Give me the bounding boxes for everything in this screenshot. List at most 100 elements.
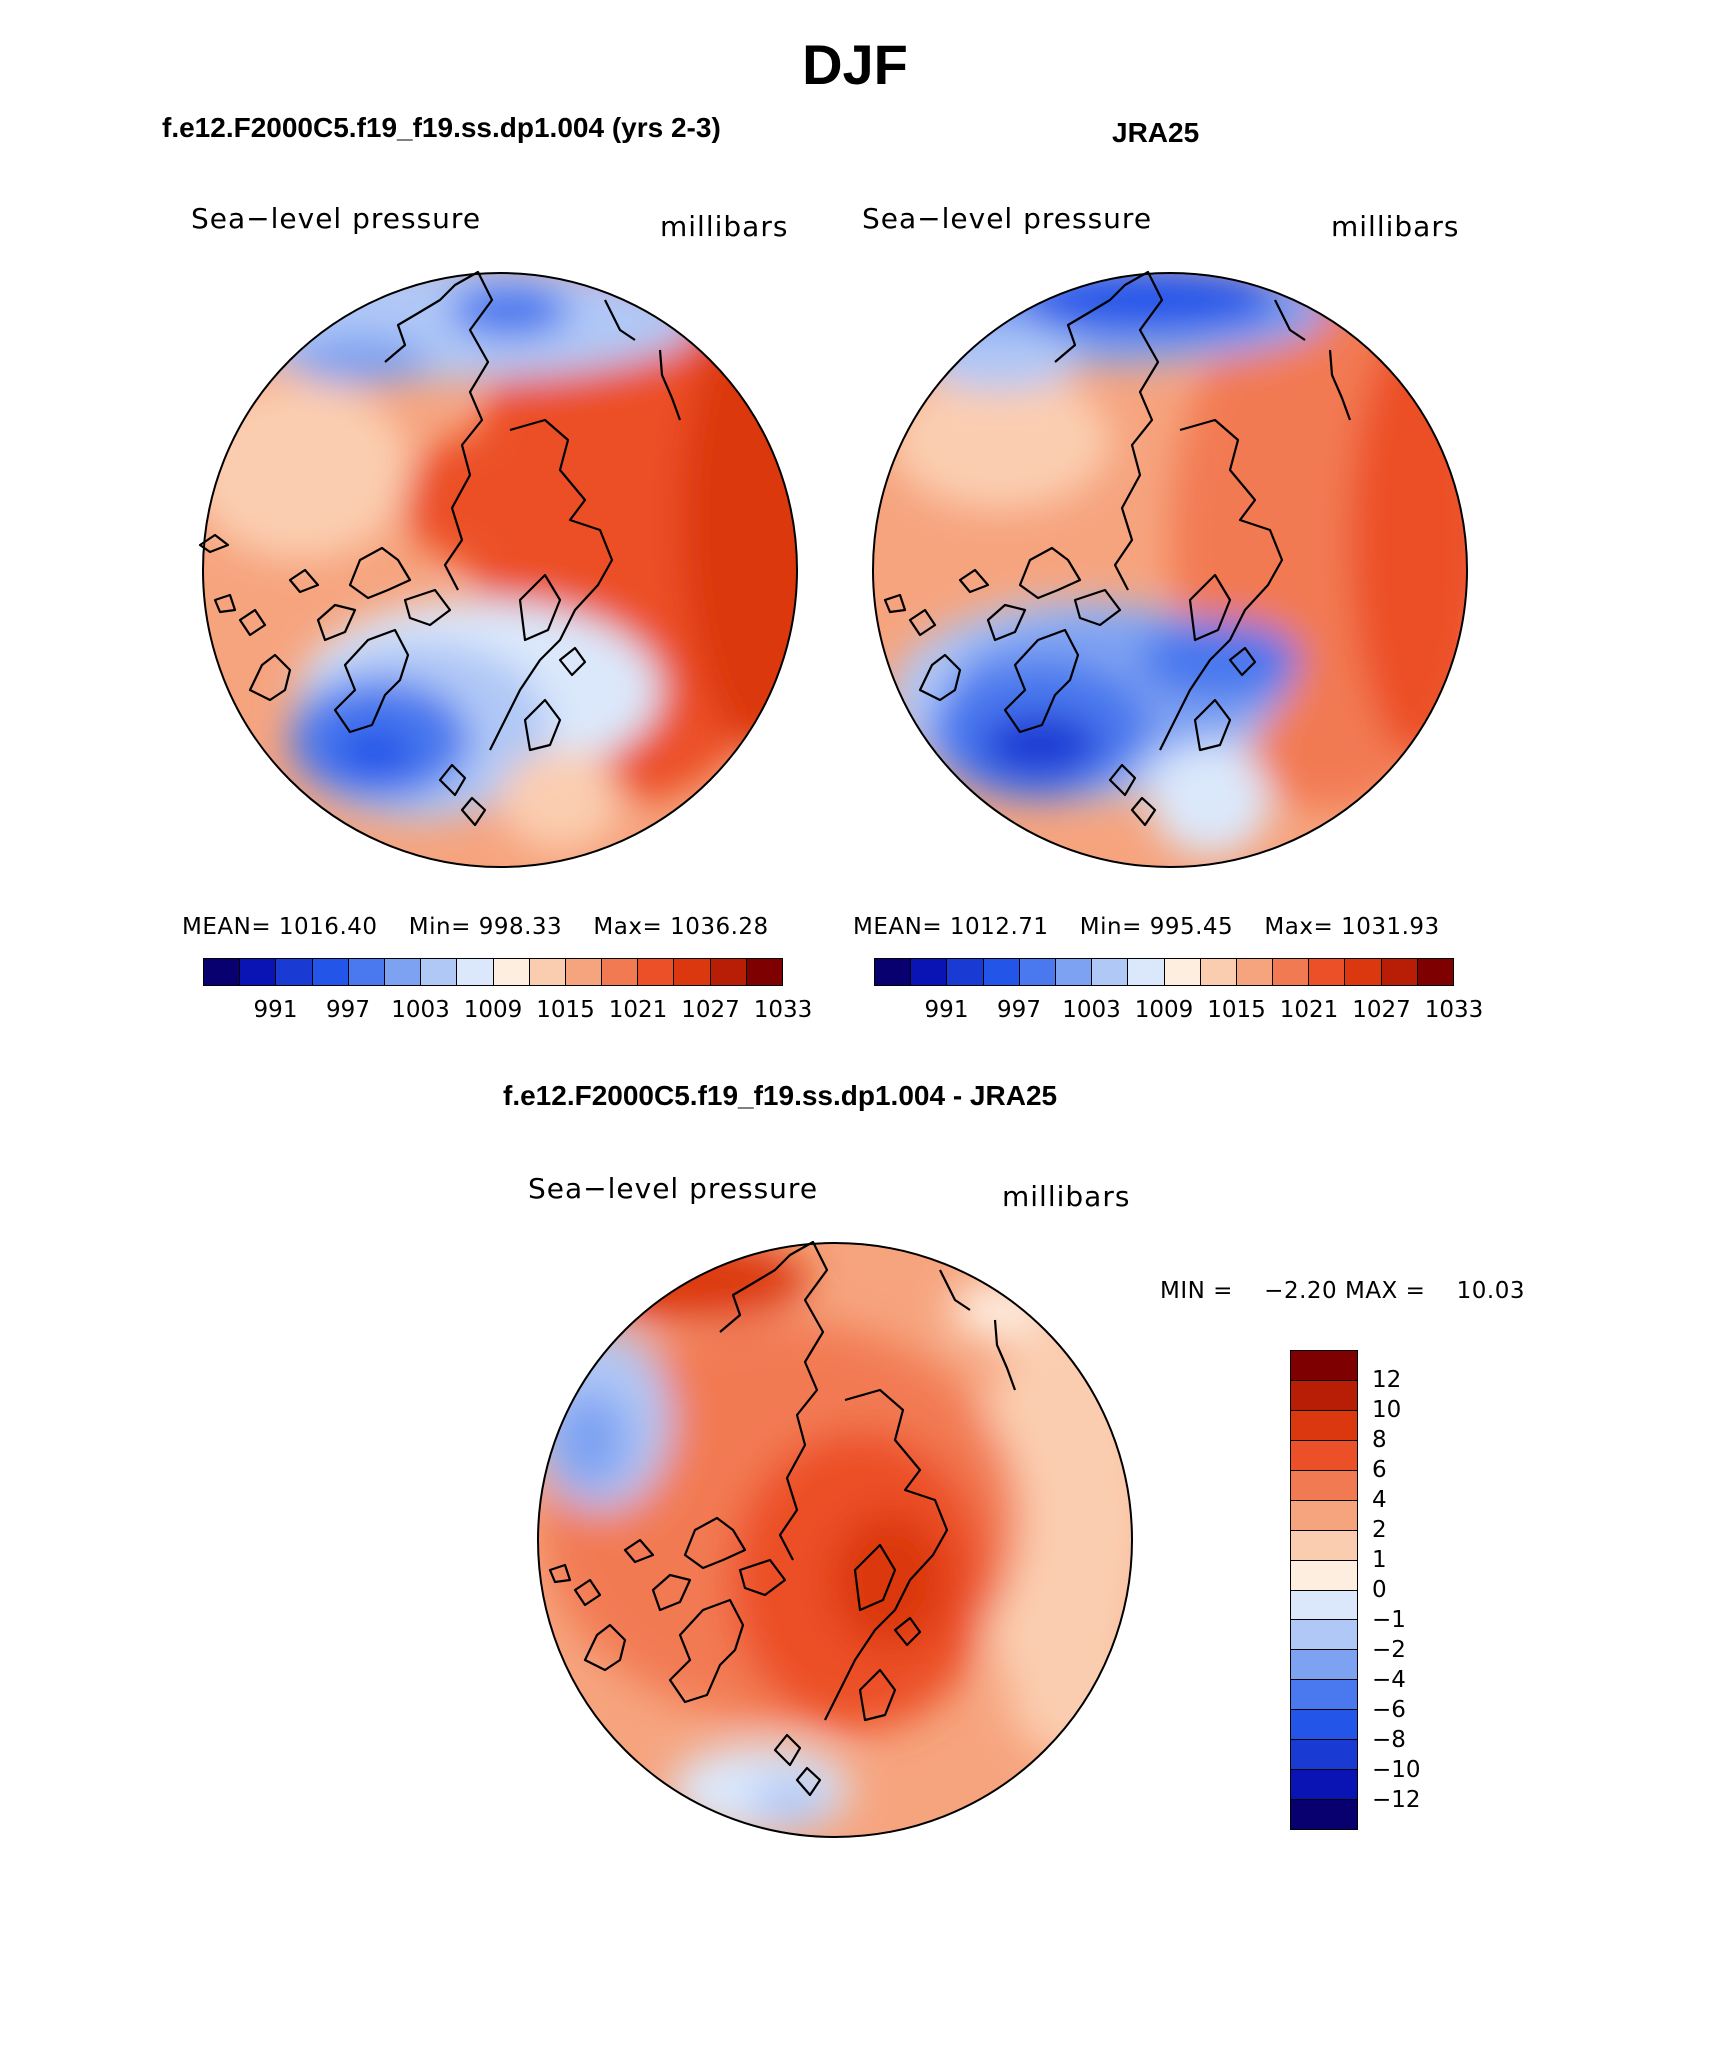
diff-max-value: 10.03 — [1456, 1278, 1525, 1304]
colorbar-swatch — [674, 959, 711, 985]
colorbar-swatch — [875, 959, 912, 985]
diff-colorbar-tick-label: −2 — [1372, 1637, 1406, 1663]
colorbar-swatch — [947, 959, 984, 985]
diff-colorbar-swatch — [1291, 1590, 1357, 1621]
diff-colorbar-tick-label: −6 — [1372, 1697, 1406, 1723]
colorbar-swatch — [1309, 959, 1346, 985]
diff-colorbar-tick-label: −1 — [1372, 1607, 1406, 1633]
panel1-units-label: millibars — [660, 210, 789, 243]
panel2-min-label: Min= — [1079, 914, 1142, 940]
colorbar-swatch — [1019, 959, 1056, 985]
colorbar-swatch — [529, 959, 566, 985]
colorbar-tick-label: 1021 — [1279, 997, 1339, 1023]
diff-max-label: MAX = — [1344, 1278, 1426, 1304]
panel2-colorbar-ticks: 991 997 1003 1009 1015 1021 1027 1033 — [874, 997, 1484, 1027]
panel2-max-label: Max= — [1264, 914, 1334, 940]
colorbar-swatch — [602, 959, 639, 985]
colorbar-swatch — [457, 959, 494, 985]
colorbar-tick-label: 991 — [924, 997, 969, 1023]
colorbar-tick-label: 1015 — [1207, 997, 1266, 1023]
colorbar-tick-label: 1003 — [1062, 997, 1121, 1023]
colorbar-tick-label: 1009 — [463, 997, 523, 1023]
diff-colorbar-tick-label: 10 — [1372, 1397, 1402, 1423]
colorbar-swatch — [1055, 959, 1093, 985]
diff-units-label: millibars — [1002, 1180, 1131, 1213]
diff-colorbar-swatch — [1291, 1770, 1357, 1801]
colorbar-swatch — [384, 959, 422, 985]
colorbar-tick-label: 1027 — [1352, 997, 1411, 1023]
colorbar-swatch — [493, 959, 530, 985]
colorbar-tick-label: 1033 — [753, 997, 813, 1023]
colorbar-tick-label: 997 — [997, 997, 1041, 1023]
panel1-mean-label: MEAN= — [182, 914, 272, 940]
panel2-mean-value: 1012.71 — [949, 914, 1049, 940]
colorbar-swatch — [983, 959, 1020, 985]
diff-colorbar-swatch — [1291, 1620, 1357, 1651]
diff-colorbar-tick-label: 12 — [1372, 1367, 1402, 1393]
diff-colorbar-swatch — [1291, 1560, 1357, 1591]
colorbar-swatch — [1236, 959, 1274, 985]
diff-colorbar-tick-label: 8 — [1372, 1427, 1387, 1453]
panel2-title: JRA25 — [1112, 117, 1200, 148]
colorbar-tick-label: 1003 — [391, 997, 450, 1023]
colorbar-tick-label: 1015 — [536, 997, 595, 1023]
diff-colorbar-tick-label: 2 — [1372, 1517, 1387, 1543]
colorbar-swatch — [312, 959, 349, 985]
colorbar-swatch — [240, 959, 277, 985]
diff-colorbar-swatch — [1291, 1650, 1357, 1681]
diff-colorbar-swatch — [1291, 1680, 1357, 1711]
diff-colorbar-swatch — [1291, 1740, 1357, 1771]
colorbar-swatch — [348, 959, 385, 985]
panel1-colorbar-ticks: 991 997 1003 1009 1015 1021 1027 1033 — [203, 997, 813, 1027]
diff-colorbar-tick-label: 4 — [1372, 1487, 1387, 1513]
diff-colorbar-swatch — [1291, 1470, 1357, 1501]
colorbar-swatch — [1417, 959, 1453, 985]
colorbar-swatch — [1381, 959, 1418, 985]
panel2-min-value: 995.45 — [1149, 914, 1234, 940]
colorbar-swatch — [1092, 959, 1129, 985]
panel1-mean-value: 1016.40 — [278, 914, 378, 940]
diff-colorbar-swatch — [1291, 1440, 1357, 1471]
colorbar-swatch — [421, 959, 458, 985]
colorbar-swatch — [276, 959, 313, 985]
diff-colorbar-swatch — [1291, 1410, 1357, 1441]
colorbar-swatch — [1345, 959, 1382, 985]
diff-colorbar — [1290, 1350, 1358, 1830]
diff-colorbar-swatch — [1291, 1351, 1357, 1381]
panel2-coastlines — [883, 270, 1352, 827]
colorbar-swatch — [204, 959, 241, 985]
main-title: DJF — [802, 33, 908, 96]
colorbar-tick-label: 1027 — [681, 997, 740, 1023]
diff-variable-label: Sea−level pressure — [528, 1172, 819, 1205]
diff-colorbar-tick-label: 0 — [1372, 1577, 1387, 1603]
panel2-max-value: 1031.93 — [1341, 914, 1440, 940]
diff-minmax: MIN = −2.20 MAX = 10.03 — [1160, 1278, 1525, 1304]
panel1-max-label: Max= — [593, 914, 663, 940]
colorbar-swatch — [710, 959, 747, 985]
diff-colorbar-swatch — [1291, 1500, 1357, 1531]
panel1-coastlines — [198, 270, 682, 827]
panel1-min-value: 998.33 — [478, 914, 563, 940]
colorbar-swatch — [1200, 959, 1237, 985]
colorbar-swatch — [746, 959, 782, 985]
panel2-variable-label: Sea−level pressure — [862, 202, 1153, 235]
panel2-colorbar — [874, 958, 1454, 986]
diff-colorbar-tick-label: 6 — [1372, 1457, 1387, 1483]
colorbar-swatch — [1128, 959, 1165, 985]
diff-coastlines — [548, 1240, 1017, 1797]
diff-min-label: MIN = — [1160, 1278, 1233, 1304]
diff-colorbar-tick-label: −12 — [1372, 1787, 1421, 1813]
diff-colorbar-ticks: 12 10 8 6 4 2 1 0 −1 −2 −4 −6 −8 −10 −12 — [1372, 1350, 1452, 1830]
colorbar-swatch — [638, 959, 675, 985]
panel2-stats: MEAN= 1012.71 Min= 995.45 Max= 1031.93 — [853, 914, 1440, 940]
panel1-variable-label: Sea−level pressure — [191, 202, 482, 235]
colorbar-swatch — [1164, 959, 1201, 985]
colorbar-tick-label: 997 — [326, 997, 370, 1023]
diff-colorbar-swatch — [1291, 1530, 1357, 1561]
diff-colorbar-tick-label: −4 — [1372, 1667, 1406, 1693]
diff-colorbar-swatch — [1291, 1800, 1357, 1829]
diff-colorbar-tick-label: −10 — [1372, 1757, 1421, 1783]
